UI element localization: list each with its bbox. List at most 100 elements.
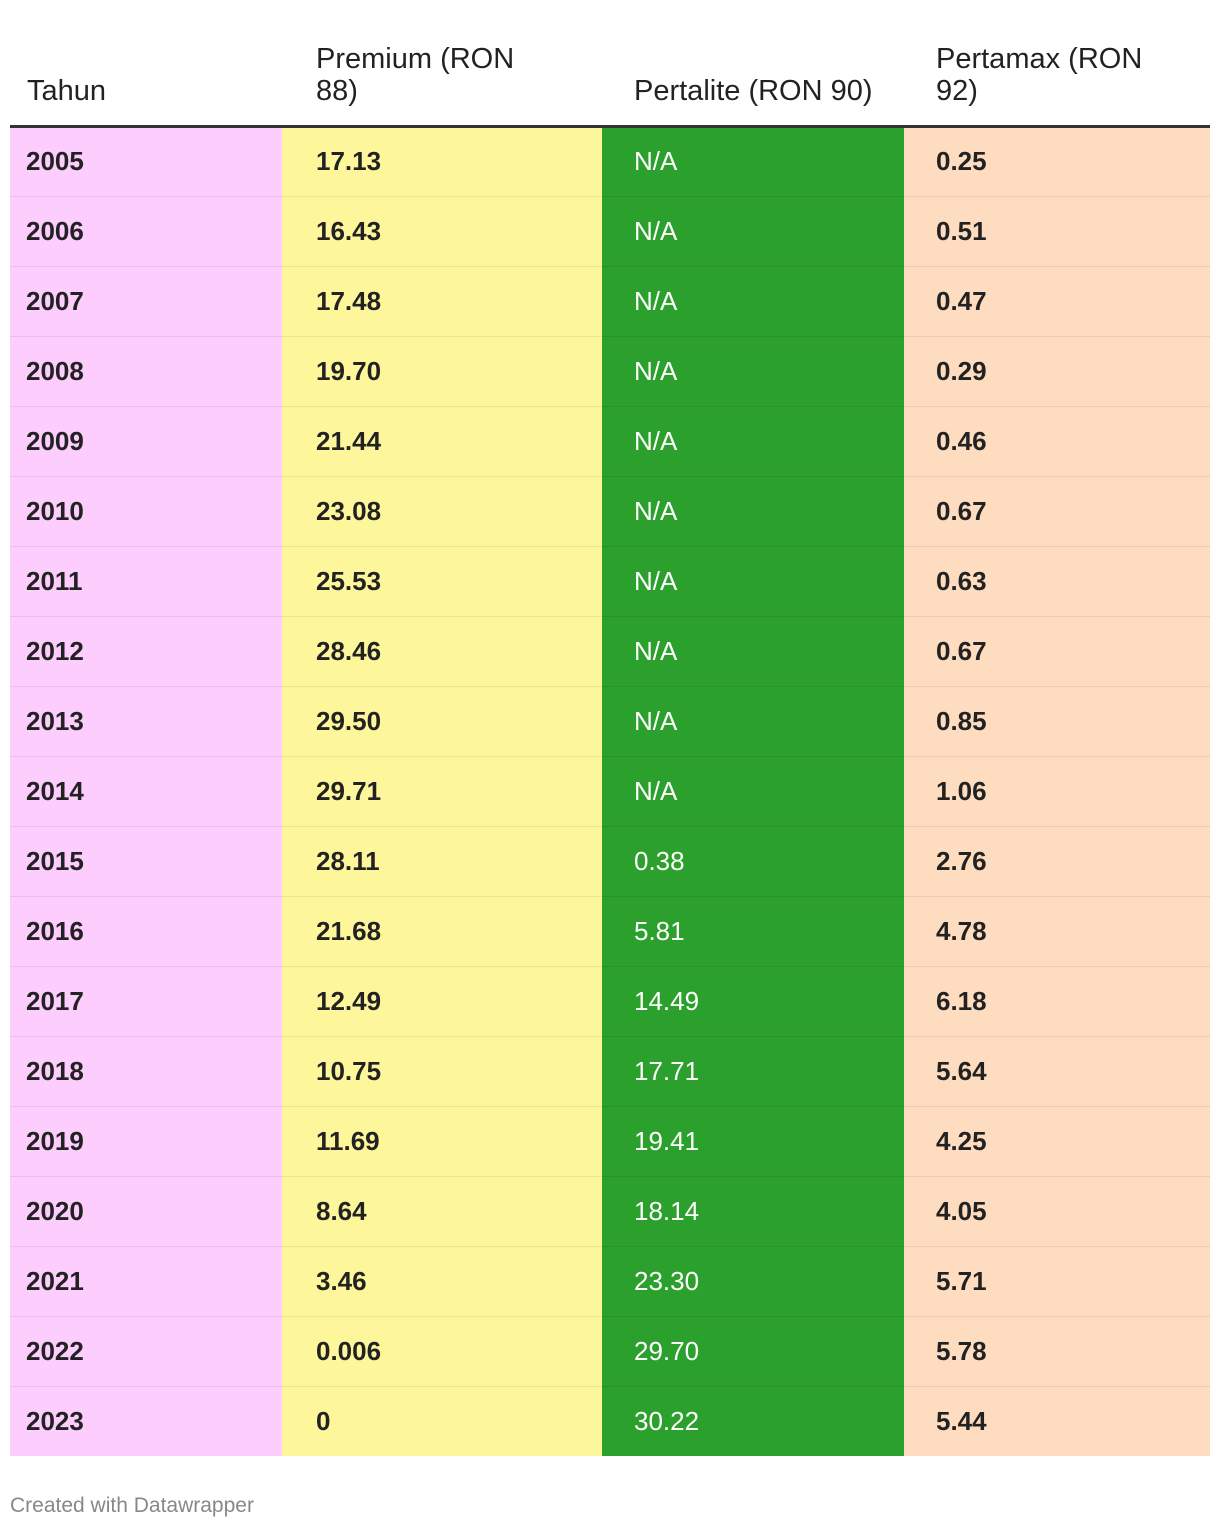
table-row: 2020 8.64 18.14 4.05 (10, 1176, 1210, 1247)
cell-premium: 12.49 (282, 966, 602, 1037)
cell-pertalite: N/A (602, 336, 904, 407)
header-pertalite[interactable]: Pertalite (RON 90) (602, 0, 904, 128)
cell-premium: 23.08 (282, 476, 602, 547)
cell-premium: 8.64 (282, 1176, 602, 1247)
table-row: 2007 17.48 N/A 0.47 (10, 266, 1210, 337)
cell-pertamax: 5.78 (904, 1316, 1210, 1387)
table-row: 2017 12.49 14.49 6.18 (10, 966, 1210, 1037)
table-row: 2015 28.11 0.38 2.76 (10, 826, 1210, 897)
table-row: 2013 29.50 N/A 0.85 (10, 686, 1210, 757)
cell-pertamax: 4.25 (904, 1106, 1210, 1177)
header-tahun[interactable]: Tahun (10, 0, 282, 128)
header-pertamax[interactable]: Pertamax (RON 92) (904, 0, 1210, 128)
table-row: 2021 3.46 23.30 5.71 (10, 1246, 1210, 1317)
cell-tahun: 2012 (10, 616, 282, 687)
data-table-container: Tahun Premium (RON 88) Pertalite (RON 90… (10, 0, 1210, 1456)
cell-pertamax: 0.63 (904, 546, 1210, 617)
cell-tahun: 2017 (10, 966, 282, 1037)
table-row: 2006 16.43 N/A 0.51 (10, 196, 1210, 267)
cell-premium: 0.006 (282, 1316, 602, 1387)
cell-pertamax: 2.76 (904, 826, 1210, 897)
cell-pertalite: N/A (602, 126, 904, 197)
cell-premium: 17.13 (282, 126, 602, 197)
cell-tahun: 2016 (10, 896, 282, 967)
cell-pertamax: 0.51 (904, 196, 1210, 267)
cell-pertamax: 0.46 (904, 406, 1210, 477)
fuel-consumption-table: Tahun Premium (RON 88) Pertalite (RON 90… (10, 0, 1210, 1456)
cell-premium: 3.46 (282, 1246, 602, 1317)
cell-premium: 11.69 (282, 1106, 602, 1177)
cell-premium: 10.75 (282, 1036, 602, 1107)
cell-premium: 21.44 (282, 406, 602, 477)
cell-pertalite: 29.70 (602, 1316, 904, 1387)
cell-pertalite: 5.81 (602, 896, 904, 967)
table-row: 2005 17.13 N/A 0.25 (10, 126, 1210, 197)
cell-pertalite: 17.71 (602, 1036, 904, 1107)
cell-pertalite: 14.49 (602, 966, 904, 1037)
datawrapper-credit[interactable]: Created with Datawrapper (10, 1494, 254, 1517)
cell-tahun: 2005 (10, 126, 282, 197)
cell-pertalite: N/A (602, 196, 904, 267)
cell-premium: 16.43 (282, 196, 602, 267)
table-row: 2019 11.69 19.41 4.25 (10, 1106, 1210, 1177)
cell-pertalite: N/A (602, 756, 904, 827)
cell-pertamax: 0.47 (904, 266, 1210, 337)
table-body: 2005 17.13 N/A 0.25 2006 16.43 N/A 0.51 2007 17.4… (10, 126, 1210, 1456)
cell-pertalite: N/A (602, 616, 904, 687)
table-row: 2011 25.53 N/A 0.63 (10, 546, 1210, 617)
cell-tahun: 2018 (10, 1036, 282, 1107)
cell-pertalite: N/A (602, 546, 904, 617)
cell-pertalite: N/A (602, 686, 904, 757)
cell-pertamax: 4.05 (904, 1176, 1210, 1247)
table-row: 2010 23.08 N/A 0.67 (10, 476, 1210, 547)
table-row: 2016 21.68 5.81 4.78 (10, 896, 1210, 967)
table-row: 2018 10.75 17.71 5.64 (10, 1036, 1210, 1107)
cell-pertamax: 5.71 (904, 1246, 1210, 1317)
table-row: 2022 0.006 29.70 5.78 (10, 1316, 1210, 1387)
cell-tahun: 2011 (10, 546, 282, 617)
cell-tahun: 2007 (10, 266, 282, 337)
cell-pertalite: 18.14 (602, 1176, 904, 1247)
cell-pertalite: 23.30 (602, 1246, 904, 1317)
cell-tahun: 2021 (10, 1246, 282, 1317)
cell-pertamax: 0.67 (904, 616, 1210, 687)
cell-tahun: 2013 (10, 686, 282, 757)
cell-premium: 17.48 (282, 266, 602, 337)
table-row: 2008 19.70 N/A 0.29 (10, 336, 1210, 407)
cell-premium: 19.70 (282, 336, 602, 407)
cell-pertalite: 19.41 (602, 1106, 904, 1177)
cell-pertamax: 4.78 (904, 896, 1210, 967)
cell-premium: 28.11 (282, 826, 602, 897)
table-header: Tahun Premium (RON 88) Pertalite (RON 90… (10, 0, 1210, 128)
table-row: 2009 21.44 N/A 0.46 (10, 406, 1210, 477)
cell-pertamax: 5.64 (904, 1036, 1210, 1107)
cell-tahun: 2008 (10, 336, 282, 407)
cell-pertalite: N/A (602, 266, 904, 337)
cell-tahun: 2009 (10, 406, 282, 477)
cell-pertalite: 0.38 (602, 826, 904, 897)
cell-tahun: 2023 (10, 1386, 282, 1456)
table-row: 2014 29.71 N/A 1.06 (10, 756, 1210, 827)
cell-premium: 21.68 (282, 896, 602, 967)
cell-pertalite: 30.22 (602, 1386, 904, 1456)
cell-tahun: 2006 (10, 196, 282, 267)
cell-pertamax: 1.06 (904, 756, 1210, 827)
cell-tahun: 2010 (10, 476, 282, 547)
cell-tahun: 2020 (10, 1176, 282, 1247)
header-premium[interactable]: Premium (RON 88) (282, 0, 602, 128)
cell-tahun: 2014 (10, 756, 282, 827)
table-row: 2012 28.46 N/A 0.67 (10, 616, 1210, 687)
cell-tahun: 2022 (10, 1316, 282, 1387)
cell-pertamax: 0.85 (904, 686, 1210, 757)
cell-premium: 29.50 (282, 686, 602, 757)
cell-premium: 0 (282, 1386, 602, 1456)
table-row: 2023 0 30.22 5.44 (10, 1386, 1210, 1456)
cell-tahun: 2019 (10, 1106, 282, 1177)
cell-pertamax: 0.29 (904, 336, 1210, 407)
cell-pertamax: 0.67 (904, 476, 1210, 547)
cell-pertamax: 5.44 (904, 1386, 1210, 1456)
cell-premium: 25.53 (282, 546, 602, 617)
cell-pertalite: N/A (602, 476, 904, 547)
cell-pertamax: 0.25 (904, 126, 1210, 197)
cell-tahun: 2015 (10, 826, 282, 897)
